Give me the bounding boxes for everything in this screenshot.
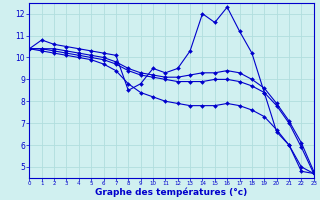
X-axis label: Graphe des températures (°c): Graphe des températures (°c) <box>95 188 248 197</box>
